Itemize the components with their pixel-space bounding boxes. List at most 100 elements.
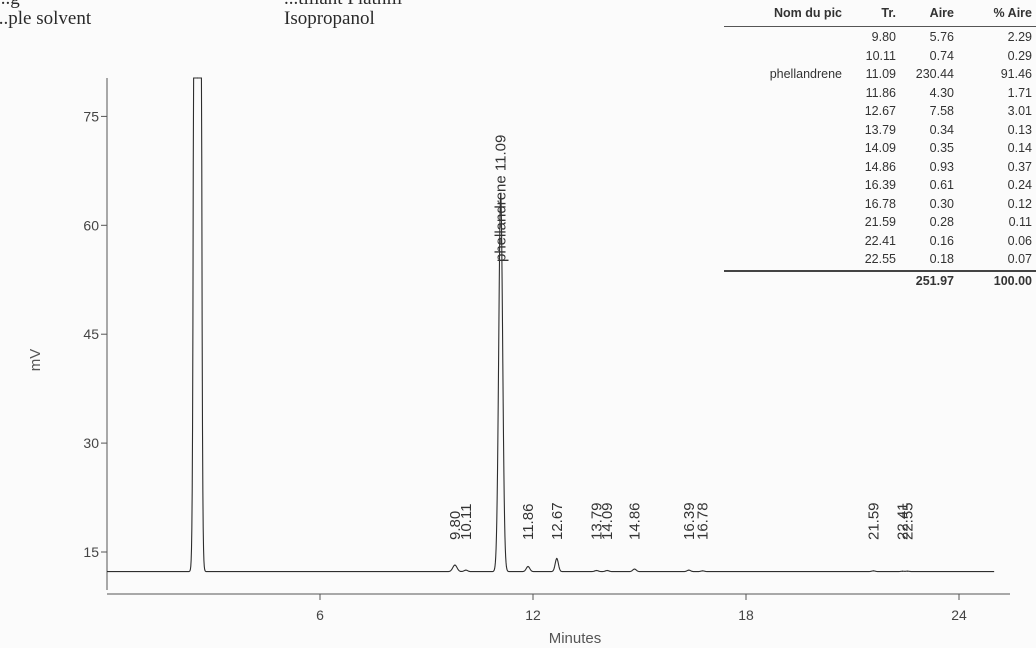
peak-tr: 13.79 (864, 122, 896, 137)
table-rule-top (724, 26, 1036, 27)
peak-tr: 10.11 (865, 48, 896, 63)
peak-label: 21.59 (865, 502, 882, 540)
x-axis-title: Minutes (549, 630, 602, 647)
peak-pct: 0.13 (1007, 122, 1032, 137)
peak-point (872, 570, 875, 572)
peak-point (196, 77, 199, 79)
peak-tr: 14.09 (864, 141, 896, 155)
peak-area: 0.16 (929, 233, 954, 248)
y-tick-label-60: 60 (83, 217, 99, 233)
peak-label: 12.67 (549, 502, 566, 540)
peak-table-header: Nom du pic Tr. Aire % Aire (724, 6, 1036, 22)
peak-area: 0.61 (929, 178, 954, 192)
peak-point (454, 564, 456, 566)
peak-pct: 0.12 (1007, 196, 1032, 211)
peak-area: 0.93 (929, 159, 954, 174)
peak-area: 0.18 (929, 252, 954, 266)
table-row: 9.80 5.76 2.29 (724, 30, 1036, 46)
peak-pct: 2.29 (1007, 30, 1032, 44)
peak-tr: 11.09 (865, 67, 896, 81)
peak-pct: 0.14 (1007, 141, 1032, 155)
peak-tr: 14.86 (864, 159, 896, 174)
total-area: 251.97 (915, 274, 954, 288)
header-line-1-mid: ...tillant Plathill (284, 0, 402, 10)
table-row: 22.41 0.16 0.06 (724, 234, 1036, 250)
peak-label: 22.55 (900, 502, 917, 540)
peak-point (702, 570, 704, 572)
peak-area: 7.58 (929, 104, 954, 118)
peak-name: phellandrene (769, 67, 842, 81)
peak-tr: 11.86 (865, 85, 896, 100)
table-row: 14.86 0.93 0.37 (724, 160, 1036, 176)
peak-pct: 0.29 (1007, 48, 1032, 63)
col-header-area: Aire (929, 6, 954, 20)
peak-tr: 16.78 (864, 196, 896, 211)
peak-tr: 9.80 (871, 30, 896, 44)
peak-point (465, 569, 467, 571)
peak-label: 9.80 (447, 511, 464, 540)
peak-tr: 22.55 (864, 252, 896, 266)
table-row: phellandrene 11.09 230.44 91.46 (724, 67, 1036, 83)
col-header-tr: Tr. (881, 6, 896, 20)
peak-area: 0.30 (929, 196, 954, 211)
peak-point (556, 557, 558, 560)
peak-point (527, 565, 529, 568)
table-row: 16.39 0.61 0.24 (724, 178, 1036, 194)
x-tick-label-12: 12 (525, 607, 541, 623)
y-tick-label-45: 45 (83, 326, 99, 342)
peak-tr: 16.39 (864, 178, 896, 192)
peak-label: 14.86 (627, 502, 644, 540)
table-row: 14.09 0.35 0.14 (724, 141, 1036, 157)
peak-area: 230.44 (915, 67, 954, 81)
peak-area: 0.74 (929, 48, 954, 63)
peak-tr: 22.41 (864, 233, 896, 248)
y-tick-label-75: 75 (83, 108, 99, 124)
table-row: 13.79 0.34 0.13 (724, 123, 1036, 139)
peak-point (901, 570, 904, 572)
peak-point (633, 568, 636, 570)
peak-area: 4.30 (929, 85, 954, 100)
peak-tr: 12.67 (864, 104, 896, 118)
peak-pct: 0.06 (1007, 233, 1032, 248)
peak-pct: 0.24 (1007, 178, 1032, 192)
peak-table-total: 251.97 100.00 (724, 274, 1036, 290)
table-rule-bottom (724, 270, 1036, 272)
peak-pct: 3.01 (1007, 104, 1032, 118)
col-header-name: Nom du pic (773, 6, 842, 20)
chart-ticks: 15 30 45 60 75 6 12 18 24 (83, 108, 967, 623)
x-tick-label-18: 18 (738, 607, 754, 623)
peak-label: 16.39 (681, 502, 698, 540)
x-tick-label-6: 6 (316, 607, 324, 623)
peak-label: 14.09 (599, 502, 616, 540)
peak-label: 11.86 (520, 504, 537, 540)
peak-area: 0.35 (929, 141, 954, 155)
x-tick-label-24: 24 (951, 607, 967, 623)
peak-point (688, 569, 690, 571)
total-pct: 100.00 (993, 274, 1032, 288)
header-line-2-mid: Isopropanol (284, 8, 375, 29)
peak-area: 0.34 (929, 122, 954, 137)
peak-pct: 0.37 (1007, 159, 1032, 174)
table-row: 12.67 7.58 3.01 (724, 104, 1036, 120)
peak-point (606, 569, 608, 572)
chart-trace-layer (107, 77, 995, 573)
peak-point (595, 569, 598, 572)
peak-pct: 0.11 (1008, 215, 1032, 229)
peak-label: 16.78 (695, 502, 712, 540)
table-row: 21.59 0.28 0.11 (724, 215, 1036, 231)
peak-point (500, 193, 502, 195)
peak-point (906, 570, 909, 572)
peak-pct: 0.07 (1007, 252, 1032, 266)
table-row: 11.86 4.30 1.71 (724, 86, 1036, 102)
table-row: 16.78 0.30 0.12 (724, 197, 1036, 213)
chromatogram-trace (107, 77, 995, 573)
peak-label: 13.79 (589, 502, 606, 540)
peak-label: phellandrene 11.09 (493, 135, 510, 262)
y-axis-title: mV (27, 349, 44, 372)
y-tick-label-30: 30 (83, 435, 99, 451)
peak-label: 10.11 (458, 504, 475, 540)
peak-tr: 21.59 (864, 215, 896, 229)
header-line-1-left: ...g (0, 0, 20, 10)
